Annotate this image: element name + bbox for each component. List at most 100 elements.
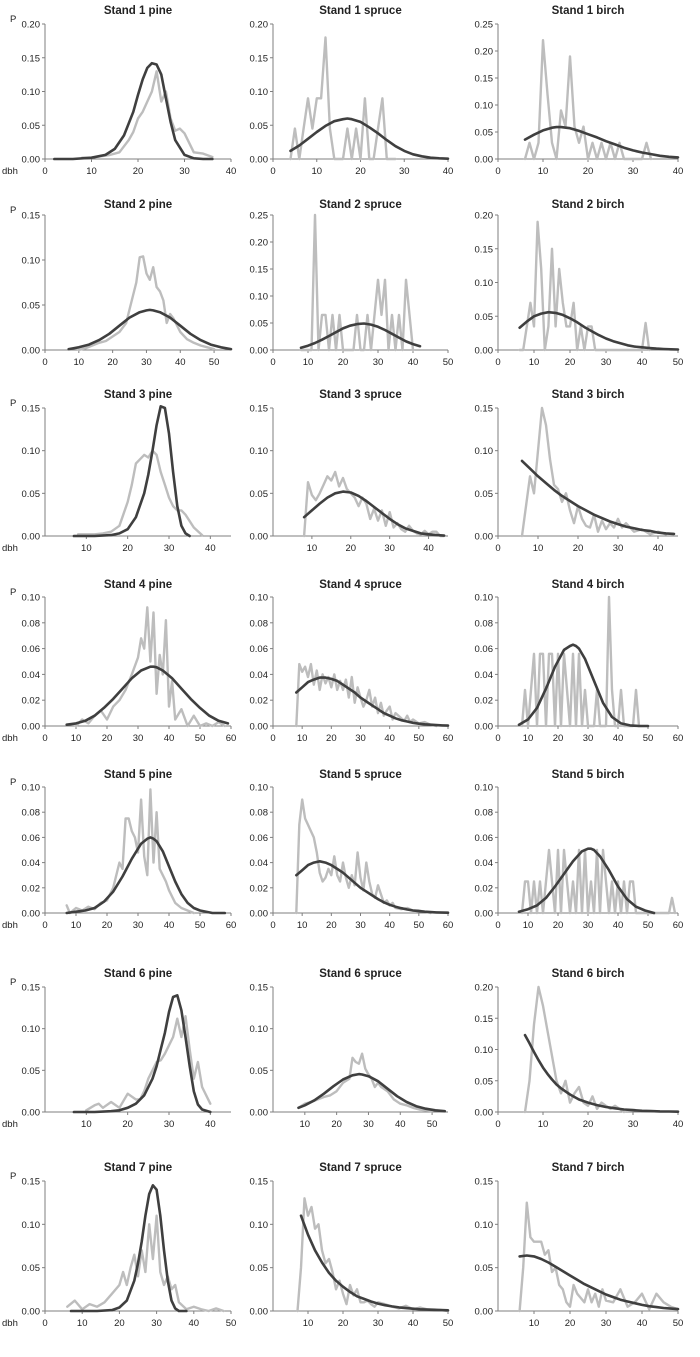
x-tick-label: 40 — [423, 543, 434, 554]
fitted-curve — [299, 1214, 450, 1312]
y-tick-label: 0.15 — [475, 74, 494, 85]
y-tick-label: 0.02 — [22, 883, 41, 894]
x-tick-label: 50 — [414, 920, 425, 931]
x-tick-label: 10 — [523, 920, 534, 931]
x-tick-label: 20 — [122, 1119, 133, 1130]
y-tick-label: 0.10 — [22, 256, 41, 267]
fitted-curve — [294, 676, 450, 727]
y-tick-label: 0.04 — [250, 858, 269, 869]
x-tick-label: 40 — [164, 920, 175, 931]
chart-title: Stand 7 spruce — [319, 1162, 401, 1174]
x-tick-label: 20 — [583, 1119, 594, 1130]
x-tick-label: 10 — [529, 1318, 540, 1329]
x-tick-label: 20 — [133, 166, 144, 177]
y-tick-label: 0.00 — [475, 346, 494, 357]
x-tick-label: 60 — [673, 733, 684, 744]
y-tick-label: 0.04 — [22, 670, 41, 681]
y-tick-label: 0.20 — [250, 238, 269, 249]
y-tick-label: 0.08 — [250, 808, 269, 819]
chart-stand-7-birch: Stand 7 birch 0.00 0.05 0.10 0.15 10 20 30 40 50 — [475, 1162, 684, 1329]
y-tick-label: 0.04 — [475, 670, 494, 681]
x-tick-label: 30 — [355, 920, 366, 931]
x-tick-label: 20 — [114, 1318, 125, 1329]
observed-distribution-line — [297, 1052, 434, 1113]
x-tick-label: 30 — [373, 357, 384, 368]
y-tick-label: 0.10 — [475, 593, 494, 604]
x-tick-label: 30 — [363, 1119, 374, 1130]
x-tick-label: 30 — [601, 357, 612, 368]
chart-stand-2-birch: Stand 2 birch 0.00 0.05 0.10 0.15 0.20 0 10 20 30… — [475, 199, 684, 368]
chart-title: Stand 6 pine — [104, 968, 172, 980]
x-tick-label: 20 — [331, 1119, 342, 1130]
x-tick-label: 40 — [443, 166, 454, 177]
y-tick-label: 0.15 — [475, 244, 494, 255]
y-tick-label: 0.10 — [250, 1220, 269, 1231]
chart-title: Stand 6 spruce — [319, 968, 401, 980]
x-tick-label: 30 — [613, 543, 624, 554]
x-tick-label: 20 — [345, 543, 356, 554]
observed-distribution-line — [85, 1015, 212, 1112]
x-axis-label: dbh — [2, 1318, 18, 1329]
y-tick-label: 0.00 — [250, 532, 269, 543]
y-tick-label: 0.05 — [22, 1263, 41, 1274]
y-axis-label: P — [10, 205, 16, 216]
x-tick-label: 40 — [637, 1318, 648, 1329]
x-tick-label: 30 — [151, 1318, 162, 1329]
y-tick-label: 0.10 — [475, 1045, 494, 1056]
fitted-curve — [517, 847, 656, 915]
chart-stand-1-birch: Stand 1 birch 0.00 0.05 0.10 0.15 0.20 0.25 0 10… — [475, 5, 684, 177]
x-tick-label: 30 — [164, 543, 175, 554]
x-tick-label: 0 — [42, 357, 47, 368]
y-tick-label: 0.10 — [250, 446, 269, 457]
chart-title: Stand 6 birch — [552, 968, 625, 980]
chart-title: Stand 2 birch — [552, 199, 625, 211]
chart-title: Stand 3 birch — [552, 389, 625, 401]
fitted-curve — [69, 1184, 188, 1313]
x-tick-label: 0 — [495, 733, 500, 744]
chart-title: Stand 7 pine — [104, 1162, 172, 1174]
x-tick-label: 20 — [553, 733, 564, 744]
observed-distribution-line — [66, 1214, 225, 1313]
x-tick-label: 0 — [270, 357, 275, 368]
x-tick-label: 40 — [226, 166, 237, 177]
y-tick-label: 0.15 — [250, 983, 269, 994]
x-axis-label: dbh — [2, 920, 18, 931]
y-tick-label: 0.06 — [250, 833, 269, 844]
x-tick-label: 0 — [270, 920, 275, 931]
x-tick-label: 30 — [628, 1119, 639, 1130]
y-tick-label: 0.10 — [475, 101, 494, 112]
observed-distribution-line — [295, 662, 438, 728]
observed-distribution-line — [299, 213, 415, 352]
x-tick-label: 10 — [86, 166, 97, 177]
y-tick-label: 0.02 — [250, 883, 269, 894]
y-tick-label: 0.00 — [475, 1307, 494, 1318]
fitted-curve — [67, 308, 233, 351]
y-tick-label: 0.02 — [475, 883, 494, 894]
x-tick-label: 40 — [408, 357, 419, 368]
observed-distribution-line — [77, 255, 216, 352]
y-tick-label: 0.00 — [475, 532, 494, 543]
x-tick-label: 20 — [573, 543, 584, 554]
observed-distribution-line — [520, 595, 641, 728]
chart-stand-6-birch: Stand 6 birch 0.00 0.05 0.10 0.15 0.20 0 10 20 30… — [475, 968, 684, 1130]
y-tick-label: 0.02 — [475, 696, 494, 707]
x-tick-label: 10 — [303, 1318, 314, 1329]
x-tick-label: 0 — [495, 166, 500, 177]
y-tick-label: 0.06 — [475, 644, 494, 655]
fitted-curve — [72, 993, 212, 1114]
y-tick-label: 0.15 — [250, 53, 269, 64]
chart-title: Stand 5 birch — [552, 769, 625, 781]
y-tick-label: 0.00 — [22, 155, 41, 166]
x-tick-label: 40 — [653, 543, 664, 554]
chart-stand-5-spruce: Stand 5 spruce 0.00 0.02 0.04 0.06 0.08 0.10 0 1… — [250, 769, 454, 931]
chart-title: Stand 5 pine — [104, 769, 172, 781]
chart-stand-3-birch: Stand 3 birch 0.00 0.05 0.10 0.15 0 10 20 30 40 — [475, 389, 678, 554]
y-tick-label: 0.05 — [475, 312, 494, 323]
x-tick-label: 30 — [133, 920, 144, 931]
x-tick-label: 30 — [583, 733, 594, 744]
y-tick-label: 0.02 — [22, 696, 41, 707]
y-tick-label: 0.20 — [475, 983, 494, 994]
y-tick-label: 0.05 — [22, 121, 41, 132]
chart-stand-7-spruce: Stand 7 spruce 0.00 0.05 0.10 0.15 10 20 30 40 50 — [250, 1162, 454, 1329]
